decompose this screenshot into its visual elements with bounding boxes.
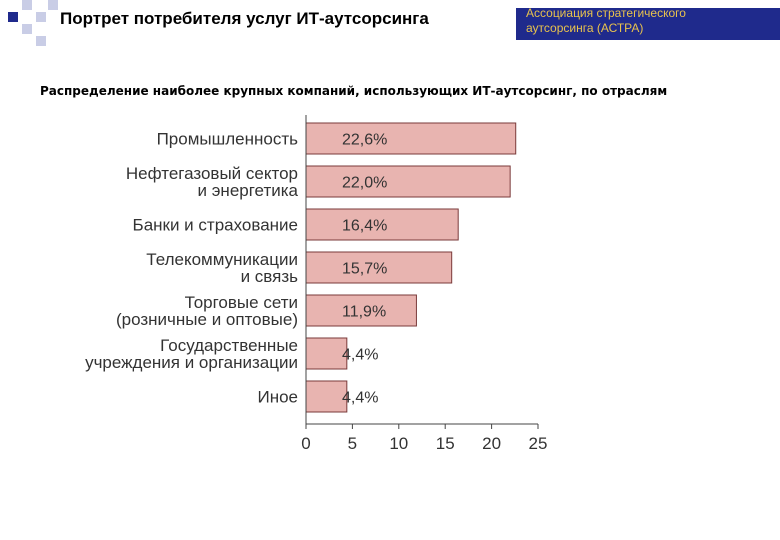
category-label: Промышленность xyxy=(157,130,299,149)
category-label: Нефтегазовый сектор xyxy=(126,164,298,183)
x-tick-label: 10 xyxy=(389,434,408,450)
bar-value-label: 4,4% xyxy=(342,347,378,364)
bar-value-label: 4,4% xyxy=(342,390,378,407)
x-tick-label: 25 xyxy=(529,434,548,450)
bar xyxy=(305,122,517,155)
bar-value-label: 15,7% xyxy=(342,261,387,278)
corner-square-1 xyxy=(8,12,18,22)
category-label: Государственные xyxy=(160,336,298,355)
bar xyxy=(305,380,348,413)
corner-square-4 xyxy=(22,24,32,34)
corner-square-2 xyxy=(22,0,32,10)
x-tick-label: 0 xyxy=(301,434,310,450)
x-tick-label: 15 xyxy=(436,434,455,450)
bar-value-label: 16,4% xyxy=(342,218,387,235)
organization-line-2: аутсорсинга (АСТРА) xyxy=(526,21,644,35)
category-label: и энергетика xyxy=(198,181,299,200)
corner-square-3 xyxy=(36,12,46,22)
page-title: Портрет потребителя услуг ИТ-аутсорсинга xyxy=(60,9,429,28)
category-label: Иное xyxy=(257,388,298,407)
header-bar xyxy=(516,8,780,40)
corner-square-5 xyxy=(36,36,46,46)
bar-value-label: 11,9% xyxy=(342,304,386,321)
category-label: учреждения и организации xyxy=(85,353,298,372)
organization-name: Ассоциация стратегического аутсорсинга (… xyxy=(526,6,686,36)
bar xyxy=(305,165,511,198)
bar-value-label: 22,6% xyxy=(342,132,387,149)
x-tick-label: 20 xyxy=(482,434,501,450)
bar xyxy=(305,337,348,370)
category-label: и связь xyxy=(241,267,299,286)
bar xyxy=(305,208,459,241)
bar-value-label: 22,0% xyxy=(342,175,387,192)
category-label: (розничные и оптовые) xyxy=(116,310,298,329)
bar xyxy=(305,251,453,284)
corner-square-6 xyxy=(48,0,58,10)
category-label: Торговые сети xyxy=(185,293,298,312)
organization-line-1: Ассоциация стратегического xyxy=(526,6,686,20)
category-label: Телекоммуникации xyxy=(146,250,298,269)
chart-title: Распределение наиболее крупных компаний,… xyxy=(40,84,668,98)
x-tick-label: 5 xyxy=(348,434,357,450)
bar-chart: 22,6% Промышленность 22,0% Нефтегазовый сек… xyxy=(85,115,548,450)
category-label: Банки и страхование xyxy=(133,216,298,235)
